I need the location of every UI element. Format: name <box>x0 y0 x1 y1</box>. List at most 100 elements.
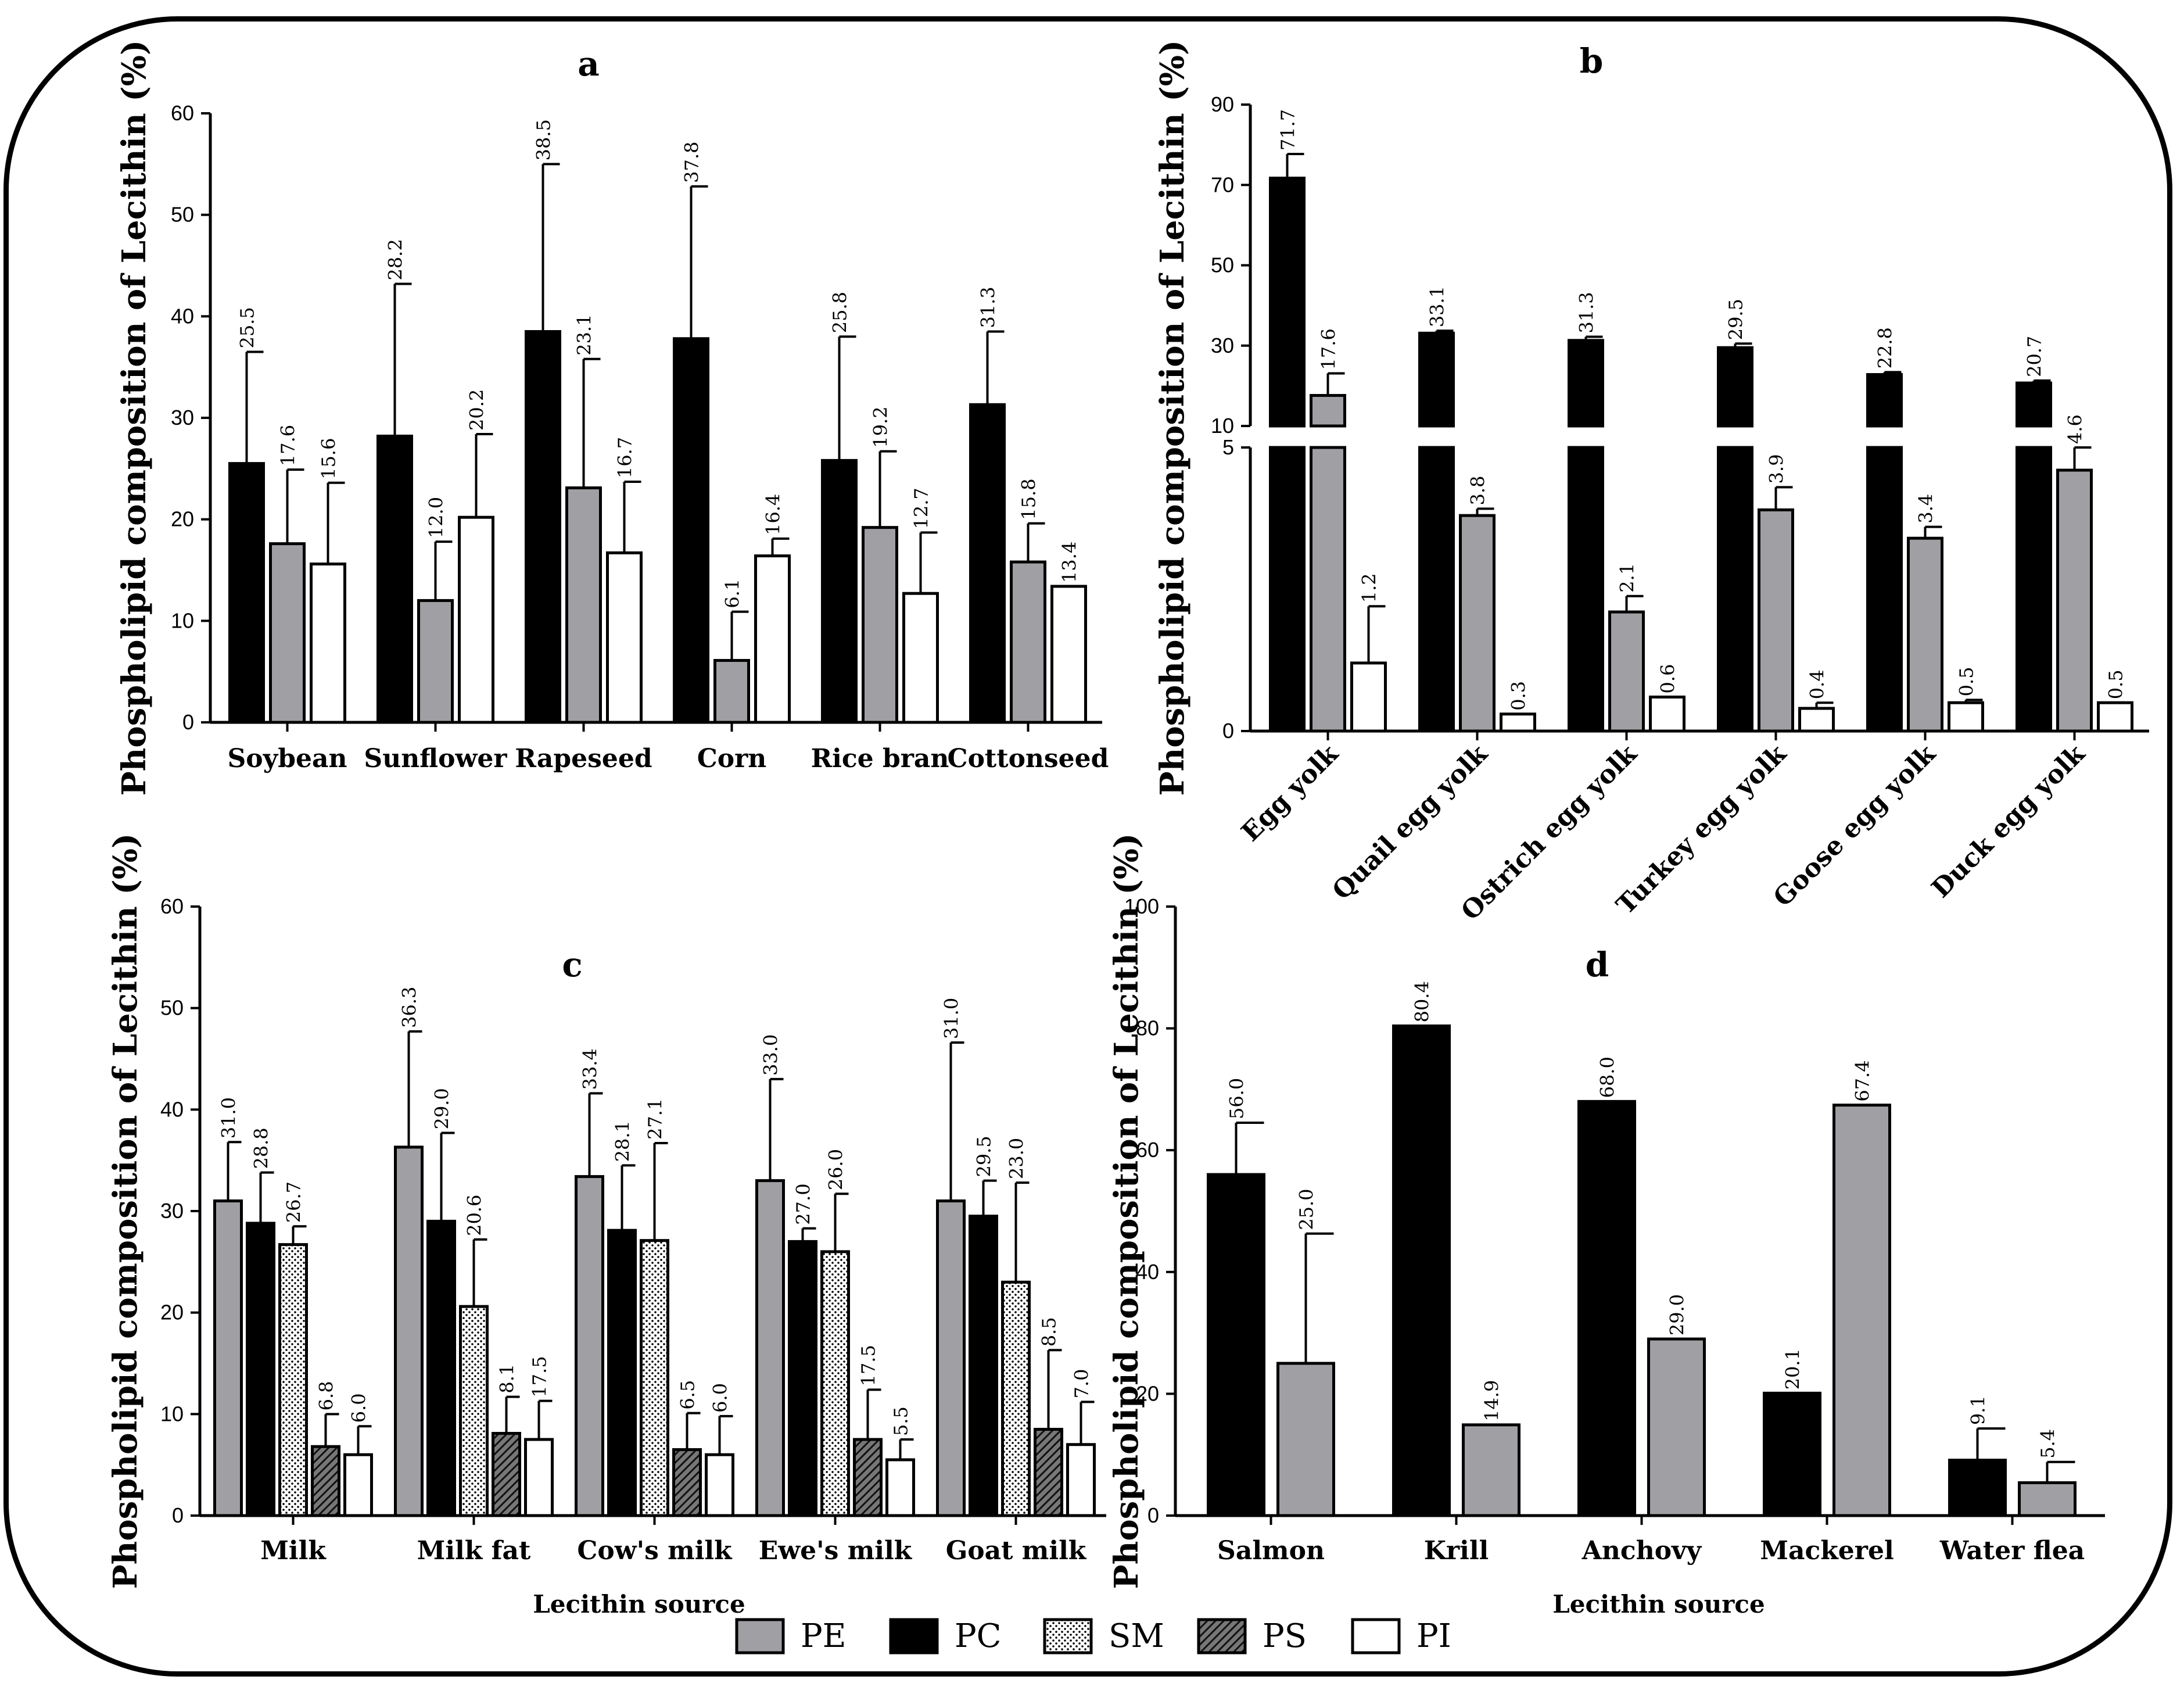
data-label: 23.0 <box>1006 1138 1028 1179</box>
data-label: 6.5 <box>677 1380 699 1410</box>
data-label: 6.1 <box>722 579 744 608</box>
data-label: 38.5 <box>533 119 555 160</box>
data-label: 71.7 <box>1277 109 1299 151</box>
data-label: 29.0 <box>431 1088 453 1129</box>
data-label: 31.0 <box>218 1097 240 1138</box>
bar-pe <box>1832 1104 1891 1517</box>
bar-pc <box>1392 1024 1451 1517</box>
bar-pi <box>1350 661 1387 733</box>
legend-swatch-pi <box>1351 1618 1401 1654</box>
data-label: 31.3 <box>1576 292 1598 333</box>
category-label: Corn <box>697 744 767 773</box>
bar-ps <box>1034 1428 1063 1517</box>
category-label: Turkey egg yolk <box>1611 739 1792 921</box>
panel-c: 0 10 20 30 40 50 60 c Phospholipid composition o… <box>106 833 1106 1618</box>
y-tick-label: 60 <box>171 101 194 125</box>
bar-pe <box>1310 446 1346 733</box>
data-label: 2.1 <box>1616 563 1638 593</box>
bar-pi <box>1066 1443 1096 1517</box>
y-axis-label: Phospholipid composition of Lecithin (%) <box>106 833 145 1589</box>
bar-pe <box>1010 560 1046 724</box>
bar-pc <box>969 1215 998 1517</box>
bar-pc <box>673 337 709 724</box>
category-label: Egg yolk <box>1236 739 1344 847</box>
data-label: 15.6 <box>318 438 340 479</box>
bar-pc <box>1418 446 1455 733</box>
bar-pc <box>426 1219 456 1517</box>
legend-label-pe: PE <box>801 1617 847 1655</box>
category-label: Krill <box>1424 1536 1489 1566</box>
y-tick-label: 10 <box>1211 414 1234 438</box>
data-label: 17.5 <box>529 1356 551 1397</box>
bar-pc <box>1269 446 1306 733</box>
data-label: 31.0 <box>941 998 963 1039</box>
category-label: Duck egg yolk <box>1926 739 2091 904</box>
bar-pe <box>936 1199 966 1517</box>
data-label: 5.5 <box>890 1406 912 1436</box>
panel-title: d <box>1586 945 1609 984</box>
bar-pi <box>1948 701 1984 733</box>
bar-pi <box>705 1453 734 1517</box>
bar-pc <box>788 1240 817 1517</box>
data-label: 33.0 <box>760 1034 782 1076</box>
data-label: 13.4 <box>1059 542 1081 583</box>
figure-frame <box>3 16 2172 1677</box>
data-label: 6.8 <box>315 1381 338 1410</box>
bar-sm <box>278 1243 308 1517</box>
legend-swatch-sm <box>1043 1618 1093 1654</box>
category-label: Soybean <box>228 744 347 773</box>
y-tick-label: 30 <box>171 406 194 429</box>
x-axis-label: Lecithin source <box>533 1590 745 1618</box>
y-tick-label: 20 <box>1136 1381 1159 1405</box>
bar-pc <box>821 459 858 724</box>
bar-pc <box>1577 1100 1636 1517</box>
data-label: 17.5 <box>858 1345 880 1386</box>
data-label: 26.0 <box>825 1149 847 1190</box>
panel-d: 0 20 40 60 80 100 d Phospholipid composition of… <box>1107 833 2105 1618</box>
legend-label-pc: PC <box>955 1617 1002 1655</box>
data-label: 29.5 <box>1725 299 1747 340</box>
bar-pe <box>1608 610 1645 733</box>
bar-pc <box>969 403 1006 724</box>
y-tick-label: 60 <box>1136 1138 1159 1162</box>
bar-pc <box>246 1222 275 1517</box>
category-label: Goose egg yolk <box>1768 739 1942 913</box>
data-label: 7.0 <box>1071 1369 1093 1398</box>
data-label: 27.0 <box>792 1183 815 1224</box>
bar-pc <box>2016 446 2052 733</box>
y-tick-label: 0 <box>172 1503 184 1527</box>
data-label: 0.5 <box>2105 669 2127 699</box>
bar-pc <box>1207 1173 1265 1517</box>
y-tick-label: 0 <box>1147 1503 1159 1527</box>
data-label: 0.4 <box>1806 669 1828 699</box>
category-label: Cow's milk <box>577 1536 733 1566</box>
data-label: 14.9 <box>1481 1380 1503 1421</box>
y-tick-label: 30 <box>160 1199 184 1223</box>
bar-sm <box>459 1305 489 1517</box>
bar-pe <box>213 1199 243 1517</box>
data-label: 17.6 <box>1318 328 1340 370</box>
bar-sm <box>640 1239 669 1517</box>
bar-ps <box>853 1438 883 1517</box>
panel-a: 0 10 20 30 40 50 60 a Phospholipid composition o… <box>115 40 1109 796</box>
bar-pc <box>525 330 561 724</box>
legend: PE PC SM PS PI <box>735 1617 1451 1655</box>
bar-pc-upper <box>2016 381 2052 428</box>
data-label: 20.1 <box>1782 1348 1804 1389</box>
legend-swatch-pc <box>889 1618 939 1654</box>
bar-pi <box>1649 695 1685 733</box>
data-label: 3.4 <box>1915 494 1937 524</box>
bar-pi <box>1500 712 1536 733</box>
bar-pc <box>1866 446 1903 733</box>
data-label: 68.0 <box>1597 1056 1619 1098</box>
bar-pe <box>2018 1481 2077 1517</box>
bar-pi <box>1798 707 1835 733</box>
y-tick-label: 50 <box>171 203 194 227</box>
bar-pc <box>1948 1459 2007 1517</box>
data-label: 6.0 <box>348 1393 370 1423</box>
y-tick-label: 70 <box>1211 173 1234 196</box>
data-label: 28.2 <box>385 239 407 280</box>
data-label: 56.0 <box>1226 1078 1248 1119</box>
bar-ps <box>311 1445 340 1517</box>
